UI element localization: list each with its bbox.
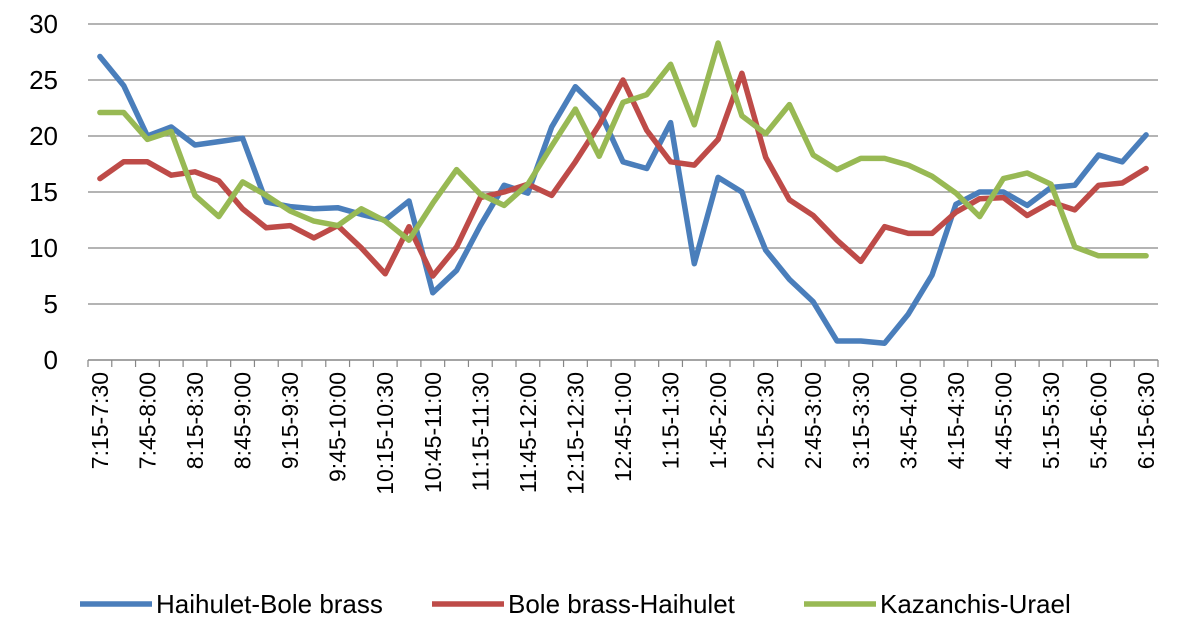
y-tick-label: 20 <box>29 121 58 151</box>
legend-label-1: Haihulet-Bole brass <box>156 589 383 619</box>
x-tick-label: 7:15-7:30 <box>87 372 113 469</box>
x-tick-label: 10:45-11:00 <box>420 372 446 493</box>
series-lines <box>97 40 1149 346</box>
x-tick-label: 10:15-10:30 <box>372 372 398 495</box>
y-tick-label: 5 <box>44 289 58 319</box>
x-tick-label: 11:15-11:30 <box>467 372 493 491</box>
x-tick-label: 5:45-6:00 <box>1086 372 1112 469</box>
x-tick-label: 12:15-12:30 <box>562 372 588 495</box>
x-tick-label: 8:45-9:00 <box>230 372 256 469</box>
y-tick-label: 0 <box>44 345 58 375</box>
x-tick-label: 3:15-3:30 <box>848 372 874 469</box>
legend-label-3: Kazanchis-Urael <box>880 589 1071 619</box>
x-tick-label: 4:45-5:00 <box>990 372 1016 469</box>
y-tick-label: 10 <box>29 233 58 263</box>
x-tick-label: 2:15-2:30 <box>753 372 779 469</box>
y-tick-label: 25 <box>29 65 58 95</box>
series-line-2 <box>97 70 1149 279</box>
x-tick-label: 6:15-6:30 <box>1133 372 1159 469</box>
x-tick-label: 7:45-8:00 <box>134 372 160 469</box>
x-tick-label: 1:15-1:30 <box>658 372 684 469</box>
x-tick-label: 12:45-1:00 <box>610 372 636 482</box>
x-axis <box>87 359 1159 367</box>
x-axis-ticks: 7:15-7:30 7:45-8:00 8:15-8:30 8:45-9:00 9:15… <box>87 372 1159 495</box>
x-tick-label: 9:45-10:00 <box>325 372 351 482</box>
x-tick-label: 11:45-12:00 <box>515 372 541 493</box>
y-tick-label: 30 <box>29 9 58 39</box>
x-tick-label: 3:45-4:00 <box>895 372 921 469</box>
y-axis-ticks: 0 5 10 15 20 25 30 <box>29 9 58 375</box>
x-tick-label: 1:45-2:00 <box>705 372 731 469</box>
legend-label-2: Bole brass-Haihulet <box>508 589 736 619</box>
x-tick-label: 9:15-9:30 <box>277 372 303 469</box>
series-line-3 <box>97 40 1149 259</box>
x-tick-label: 4:15-4:30 <box>943 372 969 469</box>
legend: Haihulet-Bole brass Bole brass-Haihulet Ka… <box>80 589 1071 619</box>
x-tick-label: 2:45-3:00 <box>800 372 826 469</box>
y-tick-label: 15 <box>29 177 58 207</box>
x-tick-label: 5:15-5:30 <box>1038 372 1064 469</box>
x-tick-label: 8:15-8:30 <box>182 372 208 469</box>
